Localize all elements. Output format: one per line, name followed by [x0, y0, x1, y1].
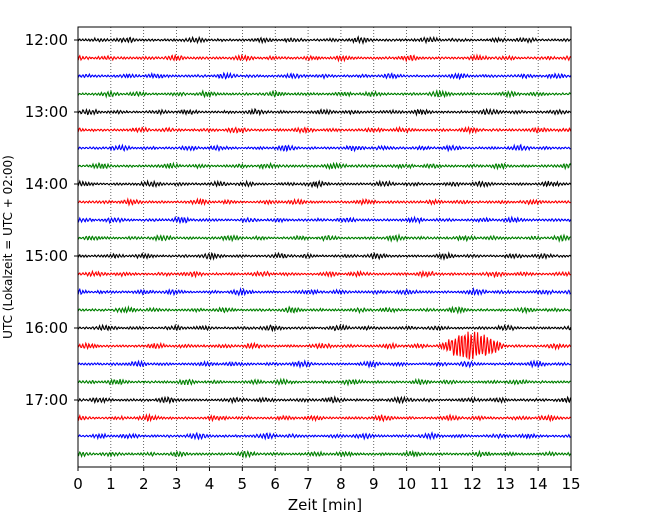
- trace-1645: [77, 377, 571, 387]
- x-tick-label: 1: [106, 475, 116, 493]
- x-tick-label: 4: [205, 475, 215, 493]
- x-tick-label: 14: [529, 475, 548, 493]
- x-tick-label: 2: [139, 475, 149, 493]
- trace-1700: [77, 395, 572, 405]
- x-tick-label: 9: [369, 475, 379, 493]
- trace-1715: [77, 412, 571, 423]
- x-axis-label: Zeit [min]: [288, 496, 362, 514]
- trace-1515: [77, 269, 571, 279]
- trace-1245: [77, 89, 572, 99]
- trace-1730: [77, 431, 571, 441]
- seismic-traces: [77, 35, 572, 459]
- x-tick-label: 11: [430, 475, 449, 493]
- y-tick-label: 12:00: [25, 31, 68, 49]
- trace-1330: [77, 143, 571, 153]
- x-tick-label: 3: [172, 475, 182, 493]
- trace-1615: [77, 331, 572, 360]
- y-tick-label: 16:00: [25, 319, 68, 337]
- trace-1530: [77, 286, 571, 297]
- x-tick-label: 10: [397, 475, 416, 493]
- plot-frame: [77, 26, 572, 468]
- x-tick-label: 5: [238, 475, 248, 493]
- trace-1415: [77, 197, 571, 207]
- y-tick-label: 15:00: [25, 247, 68, 265]
- trace-1315: [77, 125, 572, 136]
- trace-1300: [77, 107, 572, 117]
- x-tick-label: 6: [270, 475, 280, 493]
- y-tick-label: 14:00: [25, 175, 68, 193]
- x-tick-label: 15: [561, 475, 580, 493]
- x-tick-label: 0: [73, 475, 83, 493]
- y-tick-label: 13:00: [25, 103, 68, 121]
- y-axis-ticks: 12:00 13:00 14:00 15:00 16:00 17:00: [25, 31, 78, 409]
- trace-1745: [77, 449, 572, 459]
- trace-1500: [77, 251, 572, 261]
- trace-1630: [77, 359, 571, 369]
- trace-1200: [77, 35, 571, 45]
- x-tick-label: 13: [496, 475, 515, 493]
- trace-1445: [77, 233, 571, 243]
- trace-1600: [77, 323, 572, 333]
- y-axis-label: UTC (Lokalzeit = UTC + 02:00): [1, 155, 15, 339]
- trace-1345: [77, 161, 572, 171]
- x-tick-label: 12: [463, 475, 482, 493]
- trace-1230: [77, 71, 572, 81]
- trace-1545: [77, 305, 572, 315]
- trace-1400: [77, 179, 572, 190]
- x-axis-ticks: 0 1 2 3 4 5 6 7 8 9 10 11 12 13 14 15: [73, 467, 581, 493]
- vertical-grid-lines: [110, 27, 539, 467]
- x-tick-label: 7: [303, 475, 313, 493]
- x-tick-label: 8: [336, 475, 346, 493]
- trace-1430: [77, 215, 572, 225]
- trace-1215: [77, 53, 572, 63]
- y-tick-label: 17:00: [25, 391, 68, 409]
